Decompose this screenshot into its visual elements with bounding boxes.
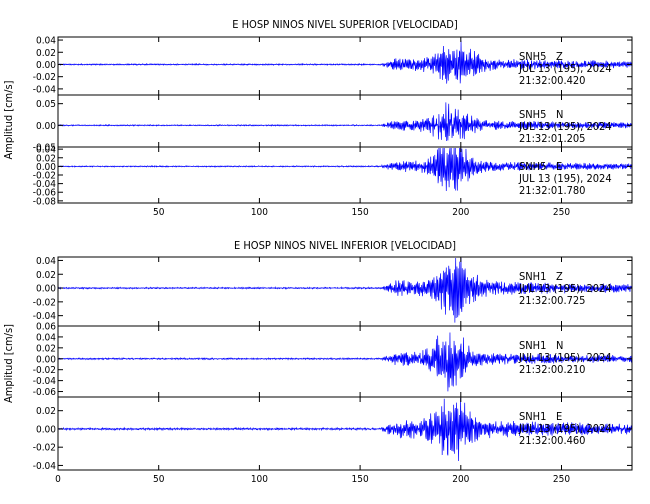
time-label: 21:32:01.205 <box>519 132 585 145</box>
y-tick-label: 0.02 <box>36 153 56 164</box>
channel-label: N <box>556 108 563 121</box>
channel-label: N <box>556 339 563 352</box>
seismic-trace <box>57 398 633 462</box>
y-tick-label: 0.02 <box>36 343 56 354</box>
channel-label: E <box>556 160 562 173</box>
y-tick-label: 0.04 <box>36 36 56 47</box>
y-tick-label: -0.06 <box>33 387 57 398</box>
time-label: 21:32:01.780 <box>519 184 585 197</box>
y-tick-label: -0.02 <box>33 171 56 182</box>
x-tick-label: 150 <box>352 207 369 218</box>
x-tick-label: 250 <box>553 474 570 485</box>
seismic-trace <box>57 40 633 84</box>
time-label: 21:32:00.460 <box>519 434 585 447</box>
x-tick-label: 0 <box>55 474 61 485</box>
time-label: 21:32:00.420 <box>519 74 585 87</box>
x-tick-label: 250 <box>553 207 570 218</box>
chart-title: E HOSP NINOS NIVEL SUPERIOR [VELOCIDAD] <box>232 18 458 31</box>
date-label: JUL 13 (195), 2024 <box>518 120 612 133</box>
x-tick-label: 100 <box>251 207 268 218</box>
panel-frame <box>57 396 633 471</box>
date-label: JUL 13 (195), 2024 <box>518 351 612 364</box>
y-tick-label: -0.02 <box>33 443 56 454</box>
station-label: SNH1 <box>519 270 546 283</box>
seismic-trace <box>57 102 633 141</box>
y-axis-label: Amplitud [cm/s] <box>2 80 15 159</box>
x-tick-label: 200 <box>452 474 469 485</box>
y-tick-label: -0.02 <box>33 297 56 308</box>
x-tick-label: 50 <box>153 474 165 485</box>
channel-label: Z <box>556 270 563 283</box>
x-tick-label: 100 <box>251 474 268 485</box>
y-tick-label: 0.00 <box>36 60 56 71</box>
y-tick-label: 0.04 <box>36 332 56 343</box>
y-tick-label: 0.00 <box>36 162 56 173</box>
y-tick-label: 0.04 <box>36 256 56 267</box>
seismic-trace <box>57 257 633 323</box>
y-tick-label: -0.04 <box>33 84 57 95</box>
y-tick-label: -0.02 <box>33 72 56 83</box>
x-tick-label: 150 <box>352 474 369 485</box>
station-label: SNH5 <box>519 50 546 63</box>
station-label: SNH1 <box>519 410 546 423</box>
y-tick-label: 0.04 <box>36 145 56 156</box>
y-tick-label: 0.05 <box>36 99 56 110</box>
date-label: JUL 13 (195), 2024 <box>518 172 612 185</box>
y-tick-label: 0.00 <box>36 284 56 295</box>
y-tick-label: 0.00 <box>36 424 56 435</box>
x-tick-label: 50 <box>153 207 165 218</box>
y-tick-label: 0.00 <box>36 121 56 132</box>
y-tick-label: 0.02 <box>36 406 56 417</box>
y-tick-label: 0.02 <box>36 270 56 281</box>
y-tick-label: -0.02 <box>33 365 56 376</box>
y-axis-label: Amplitud [cm/s] <box>2 324 15 403</box>
y-tick-label: 0.00 <box>36 354 56 365</box>
channel-label: E <box>556 410 562 423</box>
y-tick-label: -0.04 <box>33 179 57 190</box>
y-tick-label: -0.04 <box>33 461 57 472</box>
date-label: JUL 13 (195), 2024 <box>518 62 612 75</box>
x-tick-label: 200 <box>452 207 469 218</box>
seismic-trace <box>57 332 633 392</box>
y-tick-label: -0.04 <box>33 311 57 322</box>
time-label: 21:32:00.210 <box>519 363 585 376</box>
y-tick-label: 0.06 <box>36 322 56 333</box>
y-tick-label: -0.08 <box>33 196 57 207</box>
station-label: SNH5 <box>519 160 546 173</box>
date-label: JUL 13 (195), 2024 <box>518 422 612 435</box>
y-tick-label: -0.06 <box>33 188 57 199</box>
station-label: SNH1 <box>519 339 546 352</box>
y-tick-label: 0.02 <box>36 48 56 59</box>
seismic-trace <box>57 147 633 192</box>
date-label: JUL 13 (195), 2024 <box>518 282 612 295</box>
channel-label: Z <box>556 50 563 63</box>
station-label: SNH5 <box>519 108 546 121</box>
time-label: 21:32:00.725 <box>519 294 585 307</box>
y-tick-label: -0.05 <box>33 143 56 154</box>
y-tick-label: -0.04 <box>33 376 57 387</box>
chart-title: E HOSP NINOS NIVEL INFERIOR [VELOCIDAD] <box>234 239 456 252</box>
